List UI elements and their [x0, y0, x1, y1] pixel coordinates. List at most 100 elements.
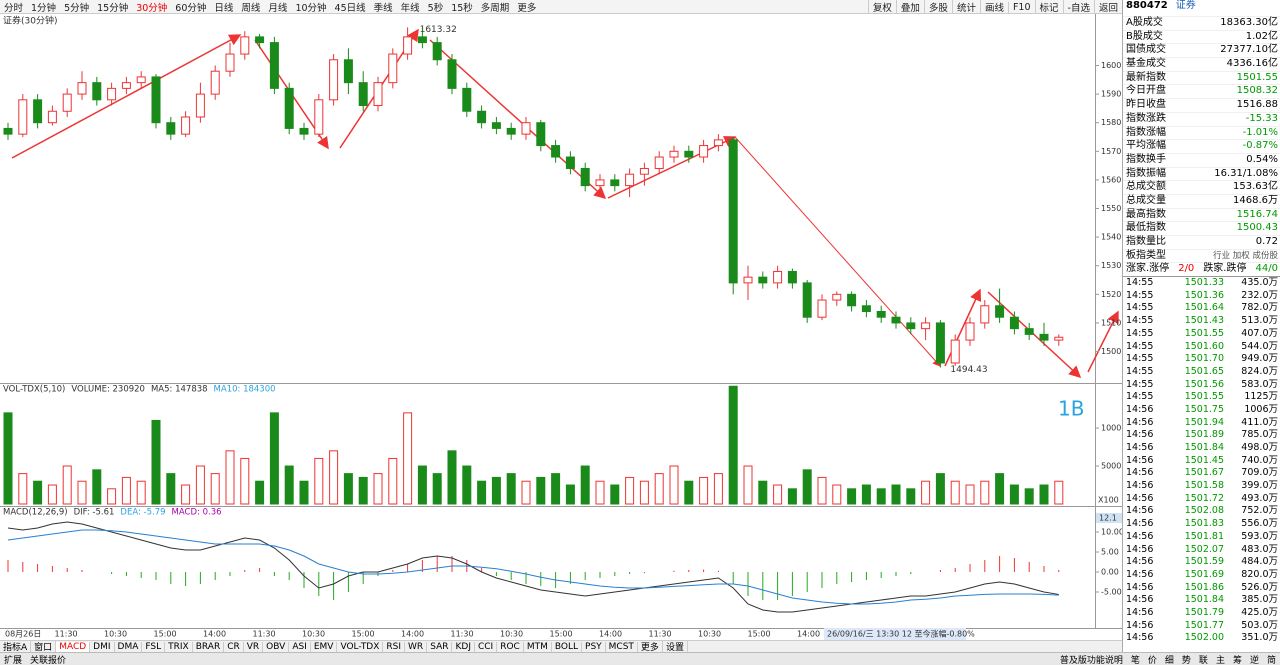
volume-bar — [388, 457, 398, 505]
indicator-tab[interactable]: BRAR — [193, 641, 225, 652]
indicator-tab[interactable]: VR — [244, 641, 264, 652]
period-tab[interactable]: 10分钟 — [295, 2, 327, 14]
indicator-tab[interactable]: MCST — [606, 641, 638, 652]
period-tab[interactable]: 日线 — [214, 2, 234, 14]
indicator-tab[interactable]: PSY — [582, 641, 606, 652]
status-item[interactable]: 关联报价 — [30, 655, 67, 666]
status-item[interactable]: 筹 — [1232, 655, 1242, 666]
trade-row: 14:55 1501.55 407.0万 — [1123, 328, 1280, 341]
candle-body — [891, 316, 901, 324]
status-item[interactable]: 普及版功能说明 — [1059, 655, 1123, 666]
period-tab[interactable]: 月线 — [268, 2, 288, 14]
period-tab[interactable]: 15秒 — [451, 2, 473, 14]
period-tab[interactable]: 季线 — [373, 2, 393, 14]
candle-body — [773, 270, 783, 284]
candle-body — [432, 42, 442, 61]
period-tab[interactable]: 45日线 — [334, 2, 366, 14]
trade-time: 14:56 — [1126, 556, 1154, 568]
indicator-tab[interactable]: FSL — [142, 641, 166, 652]
period-tab[interactable]: 30分钟 — [136, 2, 168, 14]
period-tab[interactable]: 5分钟 — [64, 2, 90, 14]
trade-price: 1501.58 — [1184, 480, 1224, 492]
tool-button[interactable]: 标记 — [1034, 0, 1063, 14]
indicator-tab[interactable]: OBV — [263, 641, 290, 652]
candle-body — [832, 293, 842, 301]
candle-body — [950, 339, 960, 364]
candle-body — [3, 127, 13, 135]
x-tick-label: 14:00 — [797, 630, 820, 639]
indicator-tab[interactable]: ASI — [289, 641, 311, 652]
status-item[interactable]: 扩展 — [4, 655, 23, 666]
indicator-tab[interactable]: 窗口 — [31, 640, 57, 653]
candle-body — [861, 305, 871, 312]
status-item[interactable]: 主 — [1215, 655, 1225, 666]
tool-button[interactable]: -自选 — [1062, 0, 1094, 14]
trade-volume: 752.0万 — [1241, 505, 1278, 517]
period-tab[interactable]: 更多 — [517, 2, 537, 14]
status-item[interactable]: 联 — [1198, 655, 1208, 666]
stat-value: 18363.30亿 — [1220, 17, 1278, 28]
status-item[interactable]: 价 — [1147, 655, 1157, 666]
tool-button[interactable]: 返回 — [1093, 0, 1122, 14]
indicator-tab[interactable]: CCI — [475, 641, 498, 652]
trade-volume: 820.0万 — [1241, 568, 1278, 580]
volume-bar — [255, 480, 265, 505]
indicator-tab[interactable]: KDJ — [452, 641, 475, 652]
stat-label: B股成交 — [1126, 30, 1163, 42]
volume-bar — [639, 480, 649, 505]
trade-volume: 484.0万 — [1241, 556, 1278, 568]
indicator-tab[interactable]: 更多 — [638, 640, 663, 653]
period-tab[interactable]: 周线 — [241, 2, 261, 14]
indicator-tab[interactable]: TRIX — [165, 641, 193, 652]
volume-bar — [92, 469, 102, 505]
tool-button[interactable]: 画线 — [979, 0, 1008, 14]
status-item[interactable]: 笔 — [1130, 655, 1140, 666]
tool-button[interactable]: 统计 — [951, 0, 980, 14]
tool-button[interactable]: 叠加 — [895, 0, 924, 14]
period-tab[interactable]: 年线 — [400, 2, 420, 14]
trade-time: 14:56 — [1126, 581, 1154, 593]
indicator-tab[interactable]: 指标A — [0, 640, 32, 653]
stat-value: 1508.32 — [1236, 85, 1278, 97]
indicator-tab[interactable]: MACD — [56, 641, 91, 652]
status-item[interactable]: 细 — [1164, 655, 1174, 666]
indicator-tab[interactable]: SAR — [427, 641, 453, 652]
period-tab[interactable]: 1分钟 — [31, 2, 57, 14]
volume-bar — [906, 488, 916, 505]
status-item[interactable]: 逆 — [1249, 655, 1259, 666]
indicator-tab[interactable]: WR — [405, 641, 428, 652]
period-tab[interactable]: 5秒 — [427, 2, 444, 14]
indicator-tab[interactable]: MTM — [524, 641, 552, 652]
status-item[interactable]: 简 — [1266, 655, 1276, 666]
period-tab[interactable]: 15分钟 — [97, 2, 129, 14]
legend-item: VOL-TDX(5,10) — [3, 385, 65, 395]
tool-button[interactable]: 多股 — [923, 0, 952, 14]
indicator-tab[interactable]: EMV — [311, 641, 338, 652]
indicator-tab[interactable]: RSI — [383, 641, 406, 652]
trade-price: 1501.89 — [1184, 429, 1224, 441]
tool-button[interactable]: 复权 — [867, 0, 896, 14]
volume-bar — [980, 480, 990, 505]
stat-label: 板指类型 — [1126, 249, 1166, 261]
indicator-tab[interactable]: ROC — [497, 641, 524, 652]
trade-row: 14:56 1501.58 399.0万 — [1123, 480, 1280, 493]
tool-button[interactable]: F10 — [1007, 1, 1035, 13]
status-item[interactable]: 势 — [1181, 655, 1191, 666]
indicator-tab[interactable]: 设置 — [663, 640, 688, 653]
volume-bar — [3, 412, 13, 505]
indicator-tab[interactable]: DMA — [115, 641, 143, 652]
trade-time: 14:55 — [1126, 327, 1154, 339]
trade-row: 14:56 1501.94 411.0万 — [1123, 417, 1280, 430]
period-tab[interactable]: 分时 — [4, 2, 24, 14]
indicator-tab[interactable]: CR — [224, 641, 244, 652]
x-tick-label: 15:00 — [748, 630, 771, 639]
period-tab[interactable]: 60分钟 — [175, 2, 207, 14]
period-tab[interactable]: 多周期 — [480, 2, 510, 14]
indicator-tab[interactable]: VOL-TDX — [337, 641, 384, 652]
indicator-tab[interactable]: BOLL — [552, 641, 583, 652]
trade-price: 1501.67 — [1184, 467, 1224, 479]
indicator-tab[interactable]: DMI — [90, 641, 115, 652]
stat-row: 最低指数 1500.43 — [1123, 222, 1280, 236]
trade-volume: 544.0万 — [1241, 340, 1278, 352]
indicator-tabs: 指标A 窗口 MACD DMI DMA FSL TRIX BRAR CR VR OBV ASI EMV V… — [0, 640, 1122, 653]
